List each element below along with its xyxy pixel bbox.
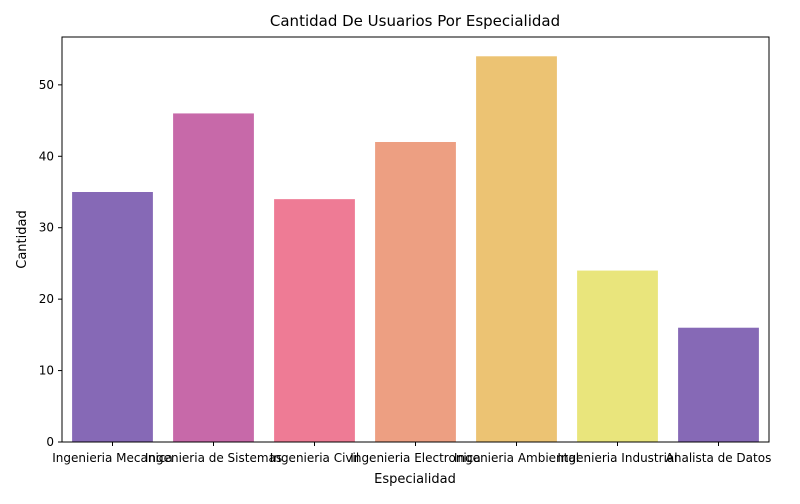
y-tick-label: 10 (39, 364, 54, 378)
bar-6 (678, 327, 759, 442)
bar-3 (375, 142, 456, 442)
bars-group (72, 56, 759, 443)
bar-0 (72, 192, 153, 442)
y-tick-label: 40 (39, 149, 54, 163)
y-tick-label: 0 (46, 435, 54, 449)
x-axis-label: Especialidad (374, 472, 456, 487)
x-tick-label: Ingenieria Ambiental (454, 451, 579, 465)
bar-1 (173, 113, 254, 442)
x-tick-label: Ingenieria Mecanica (52, 451, 172, 465)
x-tick-label: Ingenieria Civil (270, 451, 359, 465)
x-tick-label: Ingenieria Electronica (350, 451, 480, 465)
y-tick-label: 20 (39, 292, 54, 306)
bar-2 (274, 199, 355, 442)
y-axis-label: Cantidad (15, 210, 30, 268)
bar-4 (476, 56, 557, 443)
y-axis: 0 10 20 30 40 50 (39, 78, 62, 449)
y-tick-label: 50 (39, 78, 54, 92)
x-tick-label: Ingenieria de Sistemas (145, 451, 282, 465)
x-tick-label: Ingenieria Industrial (557, 451, 677, 465)
chart-title: Cantidad De Usuarios Por Especialidad (270, 12, 560, 30)
plot-frame (61, 36, 770, 443)
y-tick-label: 30 (39, 221, 54, 235)
bar-5 (577, 270, 658, 442)
x-tick-label: Analista de Datos (666, 451, 772, 465)
